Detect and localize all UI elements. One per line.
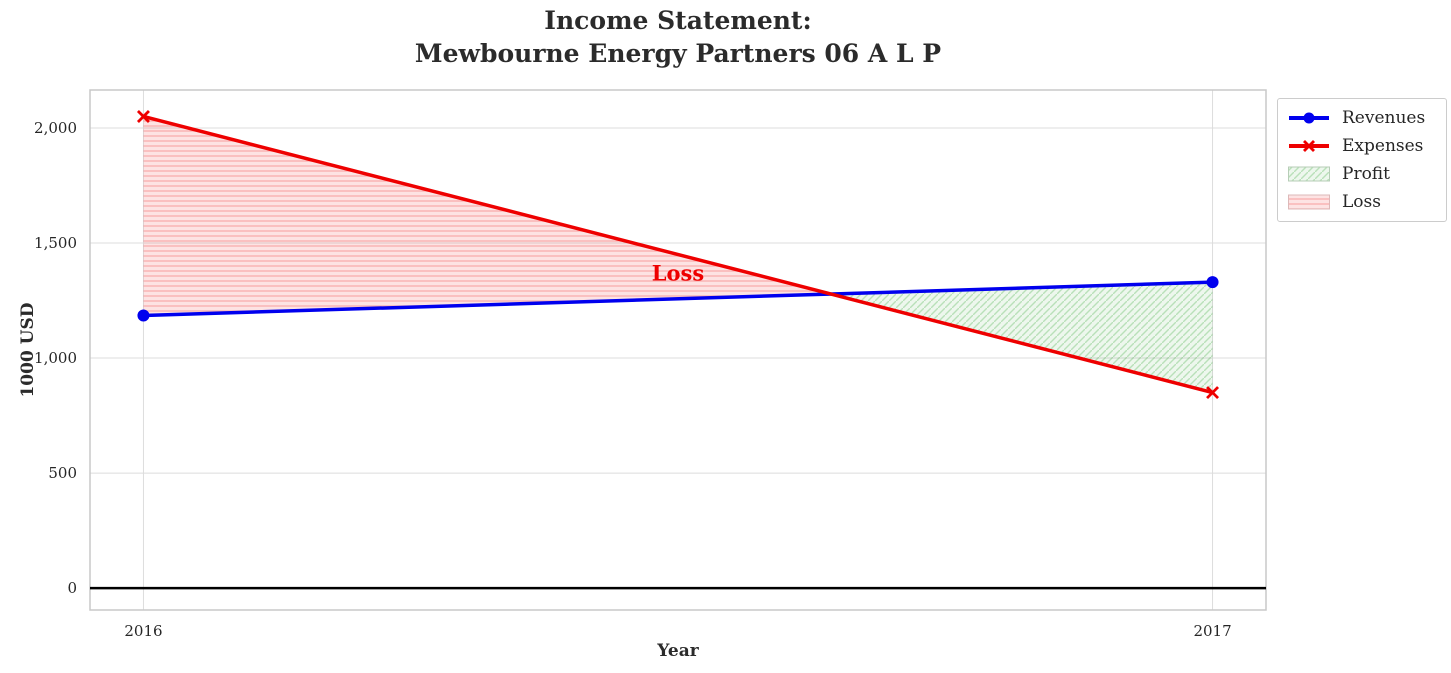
legend-item-loss: Loss <box>1287 188 1436 216</box>
y-axis-label: 1000 USD <box>18 302 38 398</box>
legend-label-revenues: Revenues <box>1342 108 1426 128</box>
x-tick-label: 2016 <box>124 622 162 640</box>
y-tick-label: 0 <box>67 579 77 597</box>
y-tick-label: 2,000 <box>34 119 77 137</box>
plot-border <box>89 89 1267 611</box>
chart-title-line2: Mewbourne Energy Partners 06 A L P <box>414 38 942 68</box>
profit-hatch-icon <box>1288 166 1330 182</box>
y-tick-label: 500 <box>48 464 77 482</box>
legend-item-profit: Profit <box>1287 160 1436 188</box>
expenses-line-icon <box>1289 140 1329 152</box>
revenues-marker <box>137 309 150 322</box>
legend-label-expenses: Expenses <box>1342 136 1424 156</box>
legend-label-loss: Loss <box>1342 192 1381 212</box>
legend: Revenues Expenses Profit Loss <box>1277 98 1447 222</box>
legend-item-expenses: Expenses <box>1287 132 1436 160</box>
revenues-marker <box>1206 276 1219 289</box>
loss-annotation: Loss <box>652 260 704 285</box>
x-axis-label: Year <box>657 641 699 661</box>
expenses-marker <box>1206 386 1220 400</box>
legend-label-profit: Profit <box>1342 164 1390 184</box>
y-tick-label: 1,500 <box>34 234 77 252</box>
expenses-marker <box>136 109 150 123</box>
y-tick-label: 1,000 <box>34 349 77 367</box>
profit-region <box>831 282 1213 393</box>
chart-title: Income Statement: Mewbourne Energy Partn… <box>90 5 1266 70</box>
chart-title-line1: Income Statement: <box>544 6 812 35</box>
revenues-line <box>143 280 1213 318</box>
expenses-line <box>143 114 1213 395</box>
loss-hatch-icon <box>1288 194 1330 210</box>
x-tick-label: 2017 <box>1193 622 1231 640</box>
loss-region <box>143 116 832 316</box>
revenues-line-icon <box>1289 112 1329 124</box>
legend-item-revenues: Revenues <box>1287 104 1436 132</box>
